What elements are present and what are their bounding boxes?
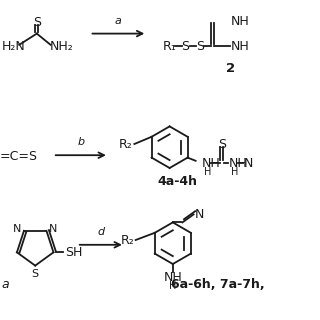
Text: R₂: R₂	[119, 138, 133, 150]
Text: 4a-4h: 4a-4h	[158, 175, 198, 188]
Text: S: S	[218, 138, 226, 151]
Text: H: H	[231, 167, 238, 177]
Text: 2: 2	[226, 62, 235, 75]
Text: NH: NH	[202, 157, 221, 170]
Text: N: N	[13, 224, 21, 234]
Text: NH: NH	[229, 157, 248, 170]
Text: 6a-6h, 7a-7h,: 6a-6h, 7a-7h,	[171, 278, 264, 291]
Text: S: S	[196, 40, 204, 53]
Text: H₂N: H₂N	[2, 40, 25, 53]
Text: a: a	[2, 278, 9, 291]
Text: =C=S: =C=S	[0, 150, 38, 163]
Text: b: b	[77, 137, 84, 147]
Text: S: S	[33, 16, 41, 29]
Text: a: a	[115, 16, 122, 26]
Text: d: d	[97, 227, 104, 237]
Text: N: N	[49, 224, 57, 234]
Text: NH: NH	[230, 40, 249, 53]
Text: R₁: R₁	[163, 40, 176, 53]
Text: NH₂: NH₂	[50, 40, 73, 53]
Text: N: N	[195, 208, 204, 221]
Text: S: S	[182, 40, 189, 53]
Text: SH: SH	[65, 246, 82, 259]
Text: R₂: R₂	[121, 234, 134, 246]
Text: N: N	[244, 157, 253, 170]
Text: H: H	[169, 281, 177, 291]
Text: S: S	[32, 268, 39, 279]
Text: H: H	[204, 167, 211, 177]
Text: NH: NH	[230, 15, 249, 28]
Text: NH: NH	[164, 271, 182, 284]
